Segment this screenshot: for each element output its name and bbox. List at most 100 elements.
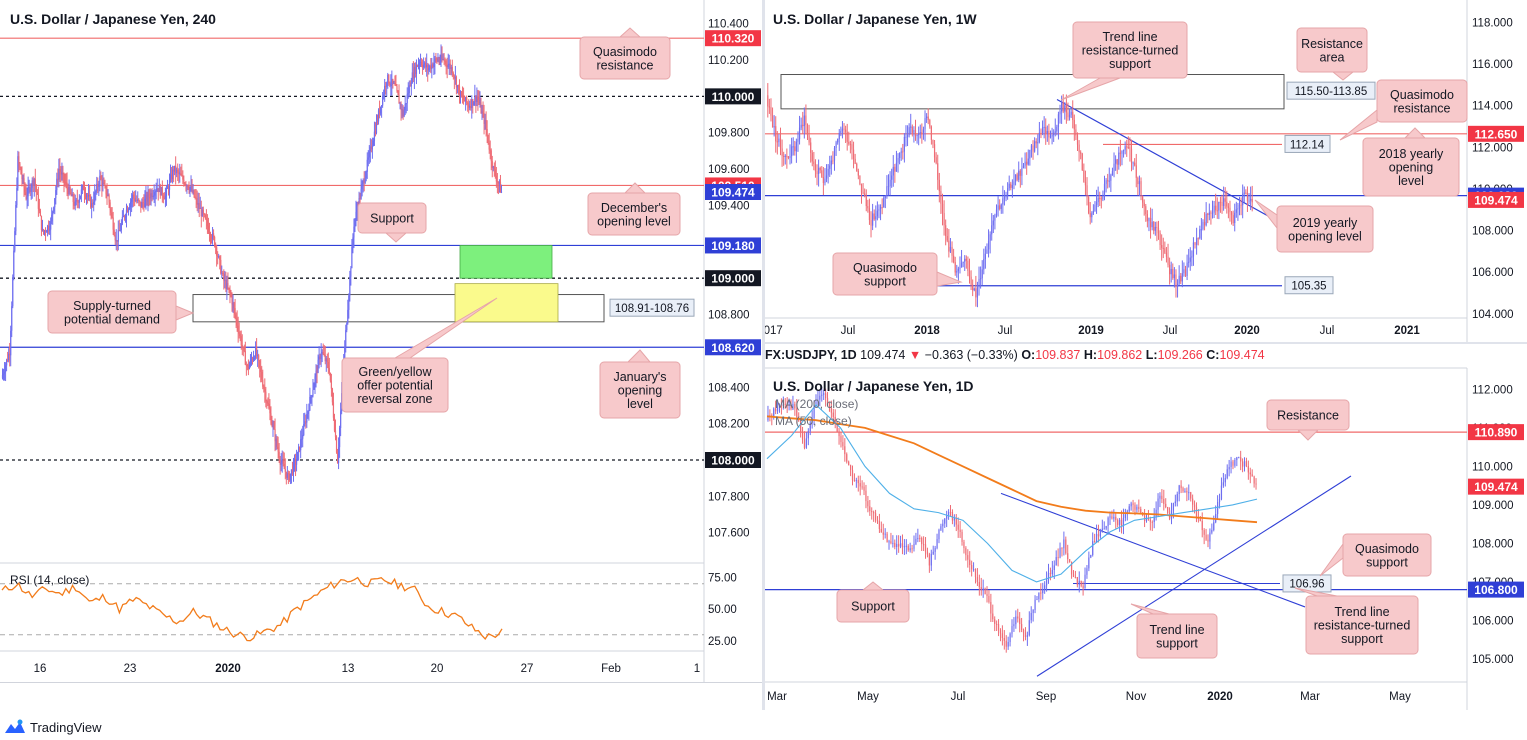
h4-candle-body xyxy=(248,364,251,369)
h4-candle-body xyxy=(82,185,85,190)
h4-candle-body xyxy=(327,361,329,369)
d1-candle-body xyxy=(1061,547,1063,549)
h4-price-tick: 110.200 xyxy=(708,55,749,67)
w1-candle-body xyxy=(1132,162,1134,164)
w1-candle-body xyxy=(1076,135,1079,145)
d1-candle-body xyxy=(946,515,948,519)
d1-callout-support[interactable]: Support xyxy=(836,581,910,623)
d1-candle-body xyxy=(982,588,984,591)
d1-candle-body xyxy=(1115,516,1117,521)
h4-candle-body xyxy=(413,67,415,79)
h4-candle-body xyxy=(450,66,452,70)
h4-candle-body xyxy=(381,105,383,107)
d1-candle-body xyxy=(1072,574,1075,577)
h4-candle-body xyxy=(247,366,250,369)
d1-candle-body xyxy=(848,461,850,466)
daily-chart-panel[interactable]: FX:USDJPY, 1D 109.474 ▼ −0.363 (−0.33%) … xyxy=(765,344,1527,710)
w1-candle-body xyxy=(1089,213,1091,218)
h4-candle-body xyxy=(125,209,128,217)
w1-candle-body xyxy=(1181,273,1183,282)
h4-candle-body xyxy=(449,63,451,70)
d1-candle-body xyxy=(1159,495,1161,499)
d1-candle-body xyxy=(994,619,996,624)
h4-candle-body xyxy=(438,59,440,62)
w1-candle-body xyxy=(808,135,810,143)
w1-candle-body xyxy=(1056,126,1058,132)
h4-candle-body xyxy=(307,411,309,415)
d1-candle-body xyxy=(1070,561,1073,575)
w1-candle-body xyxy=(1072,111,1074,120)
h4-candle-body xyxy=(36,192,38,195)
w1-candle-body xyxy=(846,131,848,142)
w1-callout-2018-box xyxy=(1362,137,1460,197)
h4-candle-body xyxy=(156,188,158,191)
d1-trend-sup-line xyxy=(1036,475,1352,677)
w1-candle-body xyxy=(1143,202,1145,207)
h4-candle-body xyxy=(196,198,198,205)
h4-candle-body xyxy=(89,194,91,197)
h4-candle-body xyxy=(439,61,441,63)
w1-candle-body xyxy=(803,115,805,127)
h4-price-tag-0-text: 110.320 xyxy=(712,32,755,46)
tradingview-logo[interactable]: TradingView xyxy=(4,717,102,737)
weekly-chart-panel[interactable]: 118.000116.000114.000112.000110.000108.0… xyxy=(765,0,1527,342)
w1-candle-body xyxy=(978,278,980,288)
h4-zone-label: 108.91-108.76 xyxy=(615,303,689,315)
h4-candle-body xyxy=(278,451,280,459)
h4-candle-body xyxy=(266,401,268,404)
d1-callout-resistance[interactable]: Resistance xyxy=(1266,399,1350,441)
h4-candle-body xyxy=(224,280,226,282)
h4-candle-body xyxy=(452,73,454,76)
w1-candle-body xyxy=(1051,135,1053,137)
h4-candle-body xyxy=(340,411,342,429)
h4-chart[interactable]: 110.400 110.200 110.000 109.800 109.600 109.4… xyxy=(0,0,762,682)
w1-candle-body xyxy=(1022,165,1025,169)
h4-callout-support[interactable]: Support xyxy=(357,202,427,243)
h4-candle-body xyxy=(214,236,216,246)
h4-candle-body xyxy=(43,230,46,232)
d1-candle-body xyxy=(1138,506,1140,509)
d1-candle-body xyxy=(1063,539,1065,549)
d1-candle-body xyxy=(1218,499,1221,503)
w1-candle-body xyxy=(1180,275,1182,282)
d1-price-tick: 110.000 xyxy=(1472,461,1513,473)
w1-candle-body xyxy=(984,253,986,260)
w1-candle-body xyxy=(959,267,961,269)
h4-candle-body xyxy=(270,413,272,424)
d1-candle-body xyxy=(1188,492,1190,494)
h4-candle-body xyxy=(309,396,311,411)
daily-chart[interactable]: FX:USDJPY, 1D 109.474 ▼ −0.363 (−0.33%) … xyxy=(765,344,1527,710)
d1-candle-body xyxy=(1207,539,1209,542)
w1-candle-body xyxy=(1183,269,1185,274)
w1-candle-body xyxy=(1142,196,1144,203)
h4-candle-body xyxy=(48,225,50,230)
h4-rsi-tick: 25.00 xyxy=(708,636,737,648)
w1-candle-body xyxy=(999,205,1001,209)
w1-candle-body xyxy=(770,107,772,116)
w1-candle-body xyxy=(791,146,793,157)
weekly-chart[interactable]: 118.000116.000114.000112.000110.000108.0… xyxy=(765,0,1527,342)
w1-candle-body xyxy=(824,178,826,184)
h4-candle-body xyxy=(67,187,69,194)
h4-chart-panel[interactable]: 110.400 110.200 110.000 109.800 109.600 109.4… xyxy=(0,0,762,682)
h4-candle-body xyxy=(383,94,385,97)
d1-candle-body xyxy=(830,407,832,413)
h4-callout-january-text: opening xyxy=(618,384,663,398)
h4-candle-body xyxy=(473,102,475,106)
d1-candle-body xyxy=(855,480,857,482)
h4-candle-body xyxy=(345,330,347,347)
